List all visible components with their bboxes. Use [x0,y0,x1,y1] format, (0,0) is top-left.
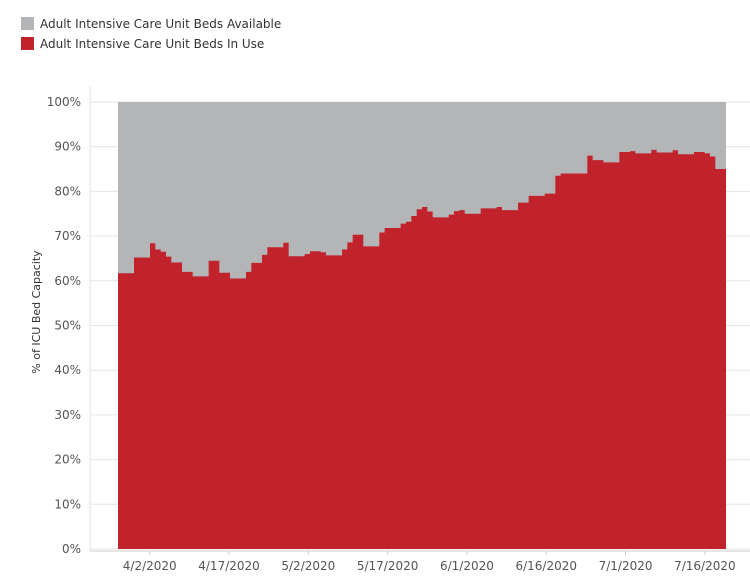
y-tick-label: 40% [54,363,81,377]
y-tick-label: 0% [62,542,81,556]
y-tick-label: 100% [47,95,81,109]
y-tick-label: 10% [54,497,81,511]
y-tick-label: 70% [54,229,81,243]
legend-label-in-use: Adult Intensive Care Unit Beds In Use [40,36,265,51]
x-tick-label: 7/16/2020 [674,559,736,573]
series-area-in-use [118,149,726,549]
axis-layer: 0% 10% 20% 30% 40% 50% 60% 70% 80% 90% 100% 4/2/202… [47,95,736,573]
x-tick-label: 6/1/2020 [440,559,494,573]
y-tick-label: 60% [54,274,81,288]
y-tick-label: 20% [54,453,81,467]
legend-swatch-available [21,17,34,30]
x-tick-label: 5/2/2020 [281,559,335,573]
chart-legend: Adult Intensive Care Unit Beds Available… [21,14,281,54]
legend-label-available: Adult Intensive Care Unit Beds Available [40,16,282,31]
legend-swatch-in-use [21,37,34,50]
x-tick-label: 5/17/2020 [357,559,419,573]
x-tick-label: 4/2/2020 [123,559,177,573]
area-layer [118,102,726,549]
y-tick-label: 90% [54,140,81,154]
y-tick-label: 50% [54,319,81,333]
legend-item-in-use[interactable]: Adult Intensive Care Unit Beds In Use [21,34,281,53]
x-tick-label: 4/17/2020 [198,559,260,573]
y-axis-title: % of ICU Bed Capacity [30,250,43,374]
x-tick-label: 6/16/2020 [515,559,577,573]
y-tick-label: 30% [54,408,81,422]
legend-item-available[interactable]: Adult Intensive Care Unit Beds Available [21,14,281,33]
x-tick-label: 7/1/2020 [599,559,653,573]
y-tick-label: 80% [54,184,81,198]
